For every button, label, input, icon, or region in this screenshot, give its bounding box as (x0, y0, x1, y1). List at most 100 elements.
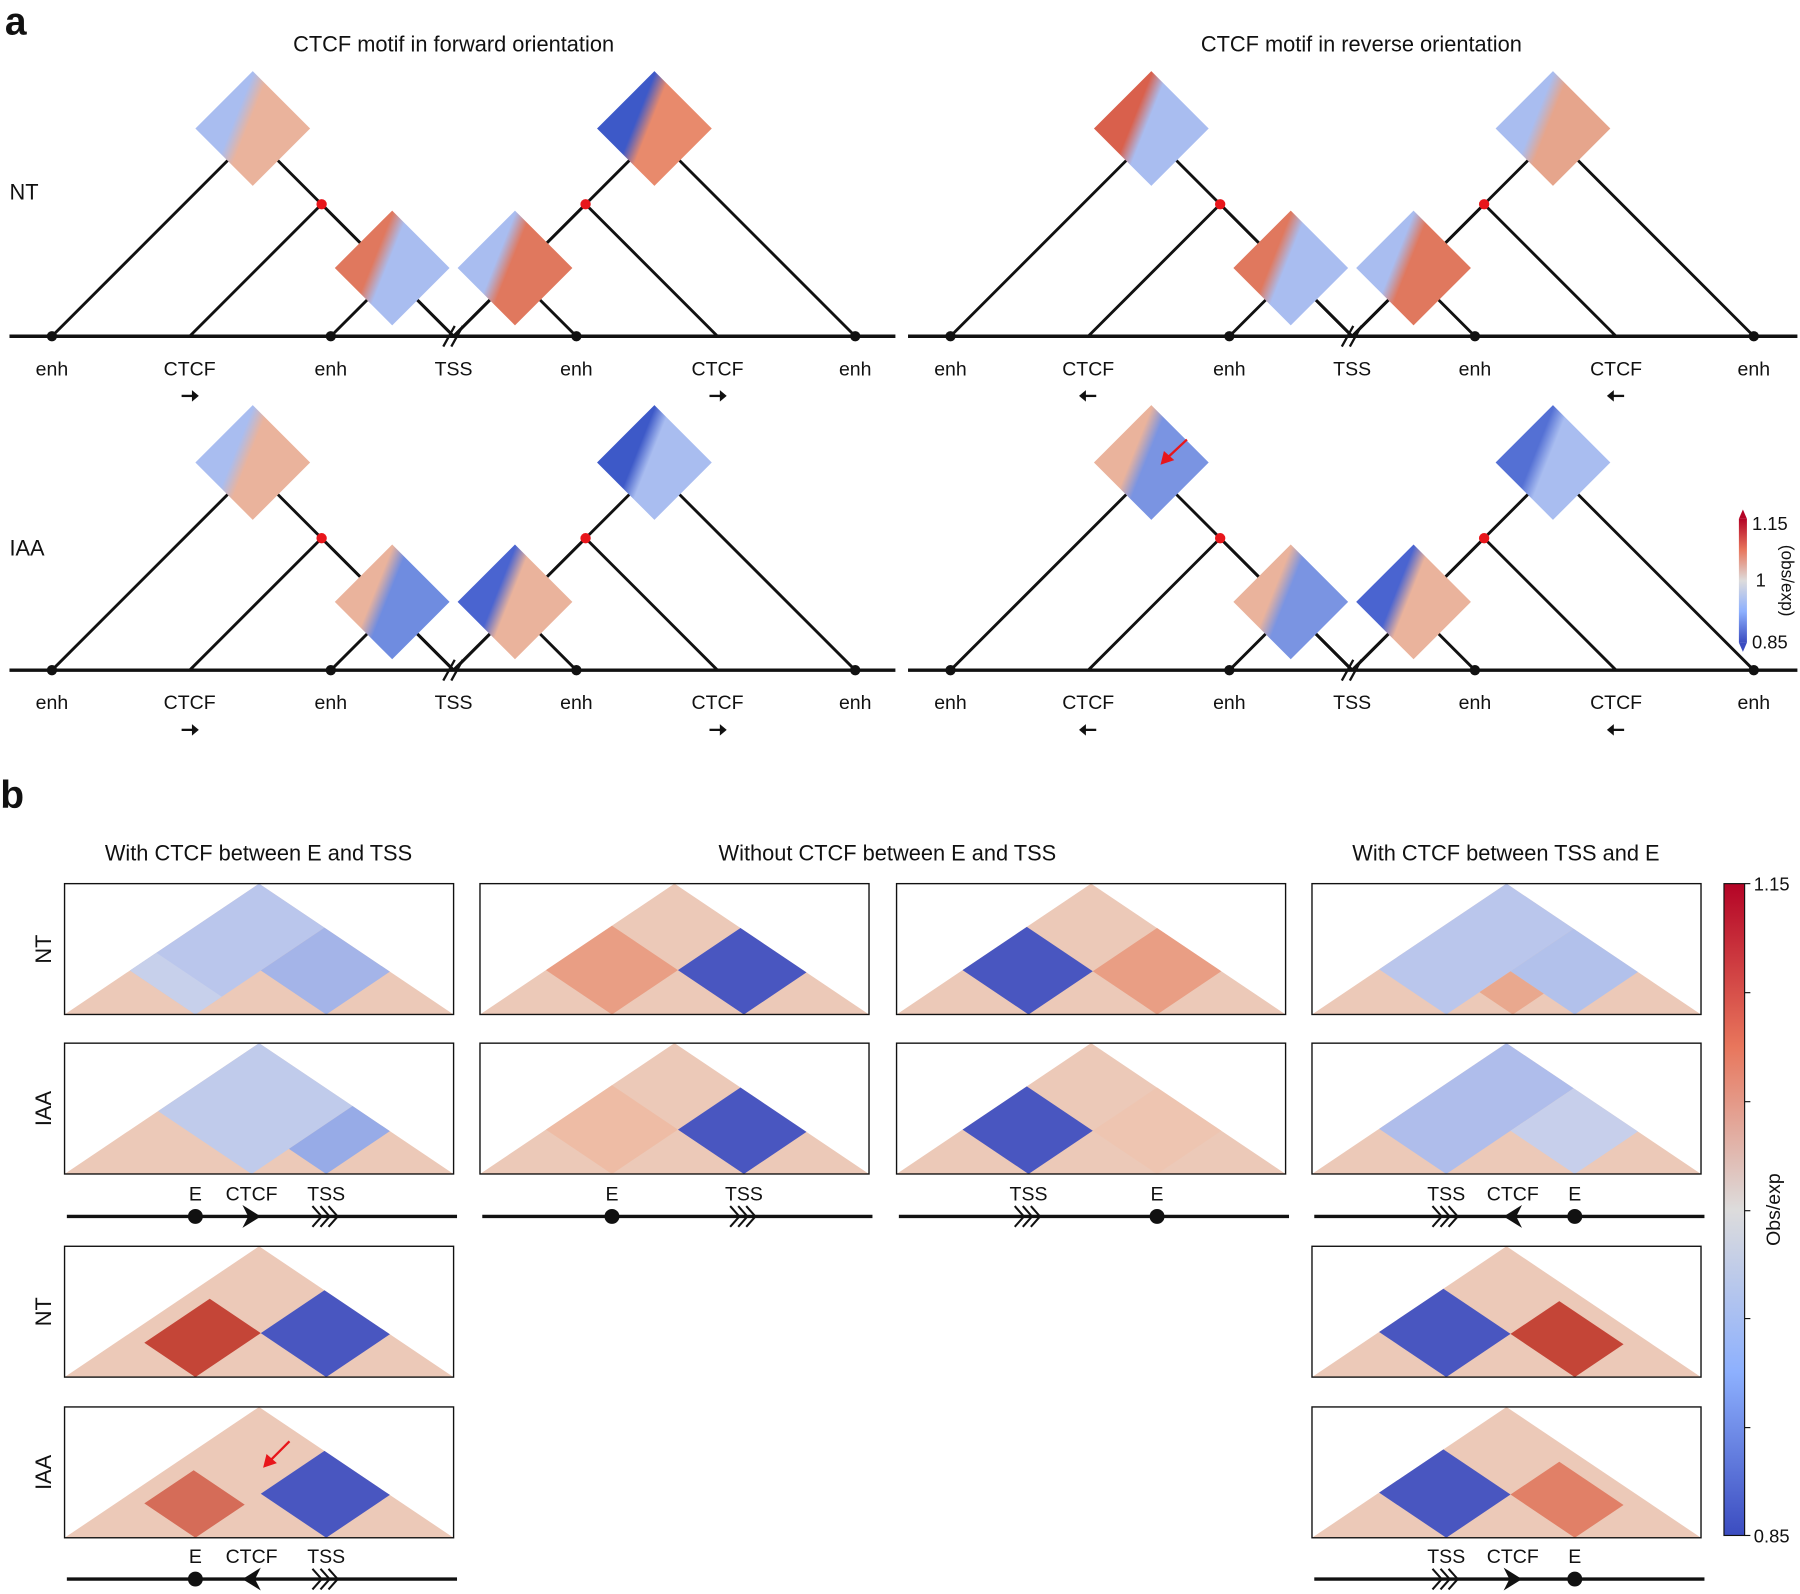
loop-line (1087, 537, 1222, 672)
heatmap-region (260, 927, 390, 1015)
heatmap-border (479, 1042, 870, 1175)
locus-label: CTCF (1062, 692, 1114, 714)
colorbar-cap (1738, 642, 1747, 652)
locus-label: enh (315, 692, 348, 714)
ctcf-anchor (316, 199, 327, 210)
heatmap-region (1510, 1088, 1638, 1174)
tss-symbol (311, 1205, 340, 1228)
loop-line (584, 537, 719, 672)
track-label: E (1568, 1183, 1581, 1205)
colorbar (1723, 883, 1746, 1537)
heatmap-region (1379, 1043, 1574, 1174)
heatmap-region (677, 928, 807, 1015)
enhancer-dot (187, 1208, 203, 1224)
locus-label: enh (1459, 358, 1492, 380)
heatmap-border (895, 1042, 1287, 1175)
colorbar-tick-label: 1.15 (1754, 874, 1790, 895)
locus-label: enh (934, 692, 967, 714)
row-label: IAA (31, 1091, 56, 1127)
heatmap-border (895, 882, 1287, 1016)
locus-label: enh (839, 358, 872, 380)
heatmap-region (1092, 1087, 1222, 1174)
locus-dot (325, 331, 336, 342)
row-label: NT (9, 180, 38, 205)
locus-label: enh (1738, 692, 1771, 714)
loop-line (50, 134, 254, 338)
locus-label: CTCF (692, 358, 744, 380)
loop-line (50, 468, 254, 672)
ctcf-anchor (580, 533, 591, 544)
locus-label: enh (934, 358, 967, 380)
heatmap-border (63, 1245, 455, 1378)
ctcf-symbol (1503, 1204, 1522, 1228)
enhancer-dot (1567, 1208, 1583, 1224)
locus-dot (945, 665, 956, 676)
enhancer-dot (187, 1571, 203, 1587)
contact-map (1495, 71, 1611, 186)
loop-line (584, 203, 719, 338)
motif-arrow-head (191, 390, 199, 402)
heatmap-region (1379, 1449, 1511, 1538)
panel-label: b (0, 774, 24, 817)
locus-label: enh (839, 692, 872, 714)
ctcf-symbol (242, 1204, 261, 1228)
loop-line (1351, 468, 1554, 672)
locus-dot (1748, 331, 1759, 342)
contact-map (1356, 544, 1471, 660)
ctcf-anchor (1215, 533, 1226, 544)
locus-dot (850, 665, 861, 676)
locus-dot (325, 665, 336, 676)
panel-title: CTCF motif in forward orientation (293, 32, 614, 57)
track-label: E (189, 1183, 202, 1205)
locus-label: enh (1213, 358, 1246, 380)
locus-label: TSS (1333, 358, 1371, 380)
locus-label: enh (36, 358, 69, 380)
heatmap-region (1510, 1301, 1624, 1378)
track-label: TSS (1010, 1183, 1048, 1205)
heatmap-border (1311, 1245, 1702, 1378)
loop-line (1551, 134, 1755, 338)
locus-label: enh (315, 358, 348, 380)
track-label: E (1151, 1183, 1164, 1205)
track-label: TSS (725, 1183, 763, 1205)
heatmap-border (1311, 1406, 1702, 1539)
loop-line (188, 203, 323, 338)
locus-dot (850, 331, 861, 342)
motif-arrow-head (1606, 724, 1614, 736)
locus-label: enh (560, 692, 593, 714)
colorbar-cap (1738, 509, 1747, 519)
contact-map (195, 405, 311, 520)
contact-map (597, 405, 712, 520)
heatmap-region (962, 926, 1093, 1015)
locus-dot (1748, 665, 1759, 676)
locus-dot (1224, 331, 1235, 342)
contact-map (597, 71, 712, 186)
track-label: E (605, 1183, 618, 1205)
tss-symbol (729, 1205, 757, 1228)
row-label: NT (31, 1297, 56, 1326)
locus-dot (945, 331, 956, 342)
annotation-arrow (1167, 438, 1188, 458)
contact-map (1093, 405, 1209, 520)
locus-dot (1224, 665, 1235, 676)
loop-line (1351, 134, 1554, 338)
loop-line (1087, 203, 1222, 338)
locus-label: enh (36, 692, 69, 714)
panel-title: With CTCF between TSS and E (1352, 841, 1659, 866)
locus-label: enh (1213, 692, 1246, 714)
heatmap-region (129, 952, 222, 1015)
track-label: CTCF (226, 1183, 278, 1205)
colorbar-tick-label: 0.85 (1752, 631, 1788, 652)
track-label: TSS (1427, 1183, 1465, 1205)
panel-title: CTCF motif in reverse orientation (1201, 32, 1522, 57)
loop-line (949, 134, 1153, 338)
contact-map (1495, 405, 1611, 520)
locus-label: CTCF (1062, 358, 1114, 380)
track-label: CTCF (1487, 1546, 1539, 1568)
motif-arrow-head (719, 390, 727, 402)
row-label: NT (31, 935, 56, 964)
row-label: IAA (9, 535, 45, 560)
ctcf-symbol (242, 1567, 261, 1591)
ctcf-anchor (580, 199, 591, 210)
contact-map (1233, 544, 1349, 660)
